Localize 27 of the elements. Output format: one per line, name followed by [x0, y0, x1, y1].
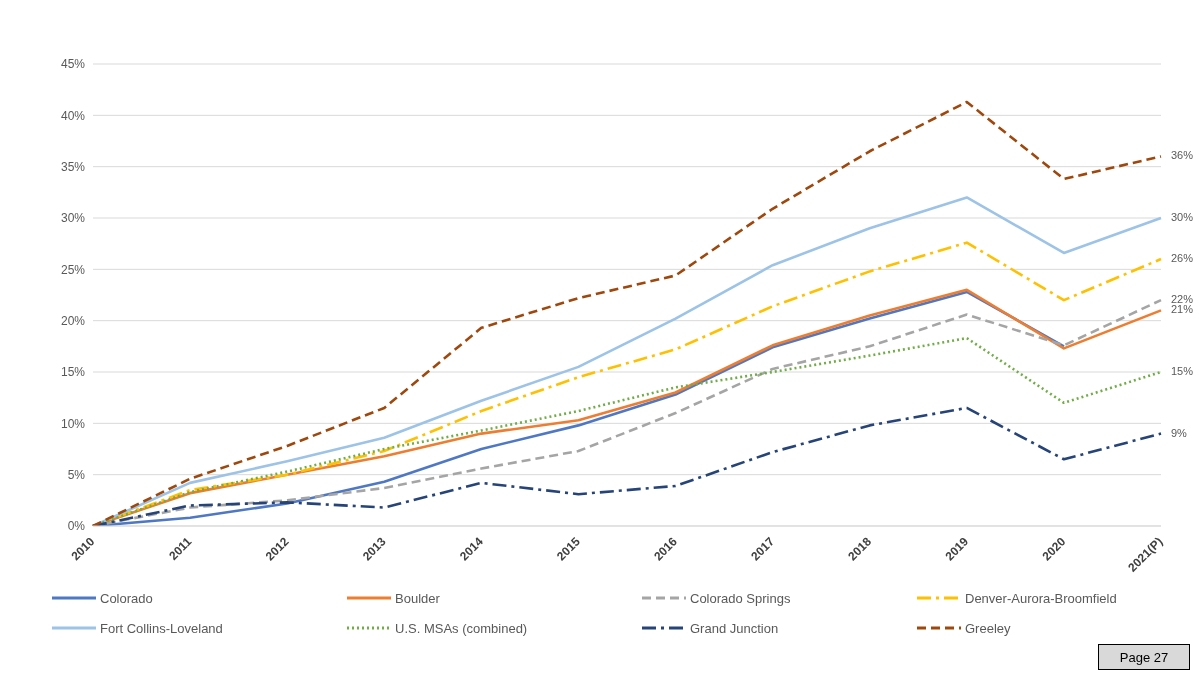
- text: Page 27: [1098, 644, 1190, 670]
- y-tick-label: 10%: [60, 416, 86, 431]
- data-label: 21%: [1171, 303, 1194, 316]
- legend-label: Colorado: [100, 590, 153, 606]
- legend-label: Greeley: [965, 620, 1011, 636]
- data-label: 22%: [1171, 293, 1194, 306]
- data-label: 15%: [1171, 364, 1194, 377]
- y-tick-label: 25%: [60, 262, 86, 277]
- data-label: 36%: [1171, 149, 1194, 162]
- data-label: 9%: [1171, 426, 1188, 439]
- y-tick-label: 45%: [60, 57, 86, 72]
- y-tick-label: 20%: [60, 313, 86, 328]
- y-tick-label: 35%: [60, 159, 86, 174]
- y-tick-label: 30%: [60, 211, 86, 226]
- legend-label: Denver-Aurora-Broomfield: [965, 590, 1117, 606]
- y-tick-label: 15%: [60, 365, 86, 380]
- y-tick-label: 5%: [67, 467, 86, 482]
- legend-label: U.S. MSAs (combined): [395, 620, 528, 636]
- line-series: [91, 100, 1163, 526]
- y-tick-label: 40%: [60, 108, 86, 123]
- legend-label: Boulder: [395, 590, 440, 606]
- data-label: 30%: [1171, 210, 1194, 223]
- data-label: 26%: [1171, 251, 1194, 264]
- legend-label: Fort Collins-Loveland: [100, 620, 223, 636]
- legend-label: Grand Junction: [690, 620, 779, 636]
- legend-label: Colorado Springs: [690, 590, 791, 606]
- y-tick-label: 0%: [67, 519, 86, 534]
